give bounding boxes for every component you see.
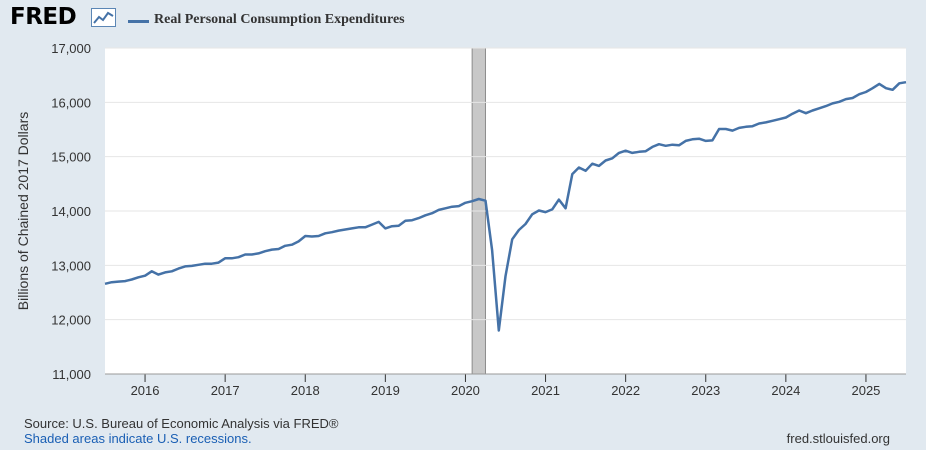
x-tick-label: 2020 (451, 383, 480, 398)
y-axis-label: Billions of Chained 2017 Dollars (15, 112, 31, 310)
source-note: Source: U.S. Bureau of Economic Analysis… (24, 416, 339, 431)
line-graph-icon (91, 8, 116, 27)
x-tick-label: 2021 (531, 383, 560, 398)
x-tick-label: 2023 (691, 383, 720, 398)
series-line-real-pce (104, 80, 907, 332)
recession-note-link[interactable]: Shaded areas indicate U.S. recessions. (24, 431, 252, 446)
legend-line-swatch (128, 20, 149, 23)
legend-series-label: Real Personal Consumption Expenditures (154, 12, 405, 27)
fred-logo[interactable]: FRED (10, 4, 77, 30)
x-tick-label: 2019 (371, 383, 400, 398)
chart: 11,000 12,000 13,000 14,000 15,000 16,000 17,0… (15, 41, 907, 398)
y-tick-label: 12,000 (51, 313, 91, 328)
y-tick-label: 14,000 (51, 204, 91, 219)
x-tick-label: 2025 (851, 383, 880, 398)
site-url[interactable]: fred.stlouisfed.org (786, 431, 890, 446)
x-tick-label: 2022 (611, 383, 640, 398)
y-tick-label: 13,000 (51, 258, 91, 273)
x-tick-label: 2017 (211, 383, 240, 398)
y-tick-label: 15,000 (51, 150, 91, 165)
x-tick-label: 2016 (131, 383, 160, 398)
y-tick-label: 16,000 (51, 95, 91, 110)
x-tick-label: 2024 (771, 383, 800, 398)
y-tick-label: 17,000 (51, 41, 91, 56)
y-tick-label: 11,000 (52, 367, 91, 382)
x-tick-label: 2018 (291, 383, 320, 398)
